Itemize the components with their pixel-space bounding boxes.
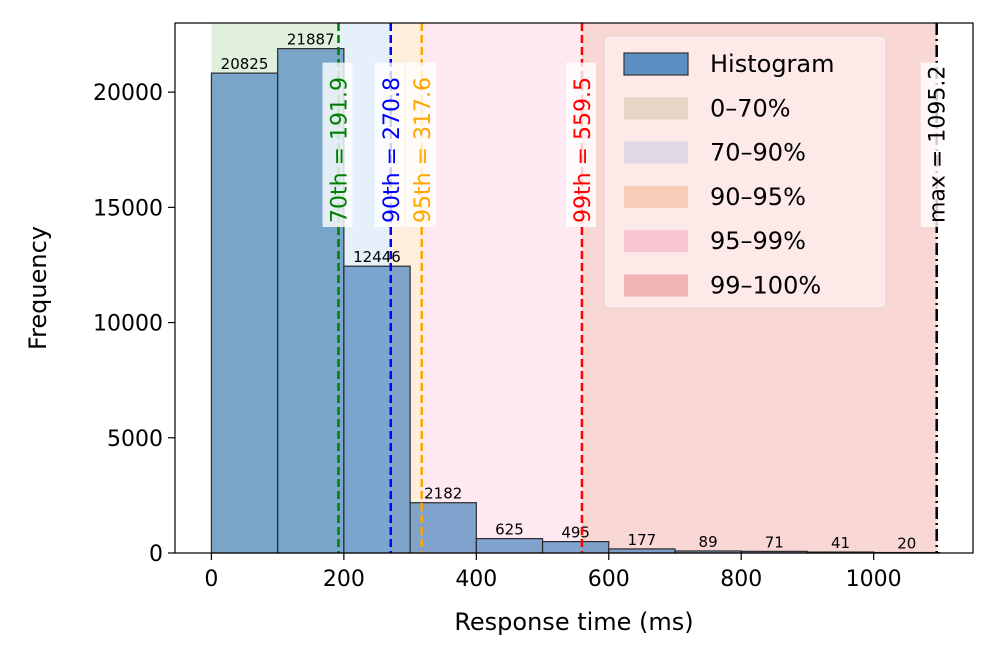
marker-label: 70th = 191.9	[328, 77, 353, 223]
y-tick-label: 10000	[93, 312, 163, 337]
bar-count-label: 71	[765, 533, 784, 551]
histogram-bar	[475, 537, 544, 554]
y-axis-label: Frequency	[24, 226, 52, 350]
histogram-bar	[343, 265, 411, 554]
histogram-bar	[608, 548, 676, 554]
x-tick-label: 600	[588, 567, 630, 592]
legend-label: Histogram	[710, 50, 835, 78]
bar-count-labels: 20825 21887 12446 2182 625 495 177 89 71 41 20	[221, 31, 917, 553]
x-tick-label: 200	[323, 567, 365, 592]
legend-swatch	[624, 230, 688, 253]
bar-count-label: 21887	[287, 31, 335, 49]
x-axis-label: Response time (ms)	[454, 608, 693, 636]
marker-label-box	[405, 62, 436, 227]
x-axis: 0 200 400 600 800 1000	[204, 553, 902, 592]
marker-label-box	[374, 62, 405, 227]
legend-label: 0–70%	[710, 94, 791, 122]
bar-count-label: 12446	[353, 248, 401, 266]
x-tick-label: 400	[455, 567, 497, 592]
y-tick-label: 5000	[107, 427, 163, 452]
percentile-markers: 70th = 191.9 90th = 270.8 95th = 317.6 99th…	[322, 23, 951, 553]
histogram-bar	[409, 502, 477, 554]
bar-count-label: 177	[628, 531, 657, 549]
y-tick-label: 20000	[93, 81, 163, 106]
legend-swatch	[624, 274, 688, 297]
legend-swatch	[623, 52, 689, 76]
plot-frame	[174, 22, 974, 554]
marker-label-box	[322, 62, 353, 227]
legend-label: 95–99%	[710, 227, 806, 255]
marker-label-group: 95th = 317.6	[405, 62, 436, 227]
legend: Histogram 0–70% 70–90% 90–95% 95–99% 99–100%	[603, 35, 887, 309]
y-tick-label: 0	[149, 542, 163, 567]
legend-label: 99–100%	[710, 272, 821, 300]
marker-label: 95th = 317.6	[411, 77, 436, 223]
legend-swatch	[624, 141, 688, 164]
marker-label-group: 90th = 270.8	[374, 62, 405, 227]
bar-count-label: 20825	[221, 55, 269, 73]
marker-label-box	[565, 62, 596, 227]
bar-count-label: 495	[561, 524, 590, 542]
y-axis: 0 5000 10000 15000 20000	[93, 81, 175, 567]
marker-label-box	[920, 62, 951, 227]
marker-label-group: 99th = 559.5	[565, 62, 596, 227]
marker-label: 90th = 270.8	[380, 77, 405, 223]
bar-count-label: 625	[495, 521, 524, 539]
y-tick-label: 15000	[93, 196, 163, 221]
histogram-bar	[210, 72, 279, 554]
bar-count-label: 2182	[424, 485, 462, 503]
legend-label: 90–95%	[710, 183, 806, 211]
x-tick-label: 0	[204, 567, 218, 592]
legend-swatch	[624, 97, 688, 120]
marker-label-group: max = 1095.2	[920, 62, 951, 227]
bar-count-label: 41	[831, 534, 850, 552]
x-tick-label: 800	[720, 567, 762, 592]
marker-label: max = 1095.2	[926, 66, 951, 223]
legend-swatch	[624, 185, 688, 208]
band-4	[421, 23, 582, 553]
bar-count-label: 20	[897, 535, 916, 553]
marker-label-group: 70th = 191.9	[322, 62, 353, 227]
x-tick-label: 1000	[846, 567, 902, 592]
bar-count-label: 89	[699, 533, 718, 551]
histogram-bar	[541, 540, 610, 554]
marker-label: 99th = 559.5	[571, 77, 596, 223]
legend-label: 70–90%	[710, 139, 806, 167]
